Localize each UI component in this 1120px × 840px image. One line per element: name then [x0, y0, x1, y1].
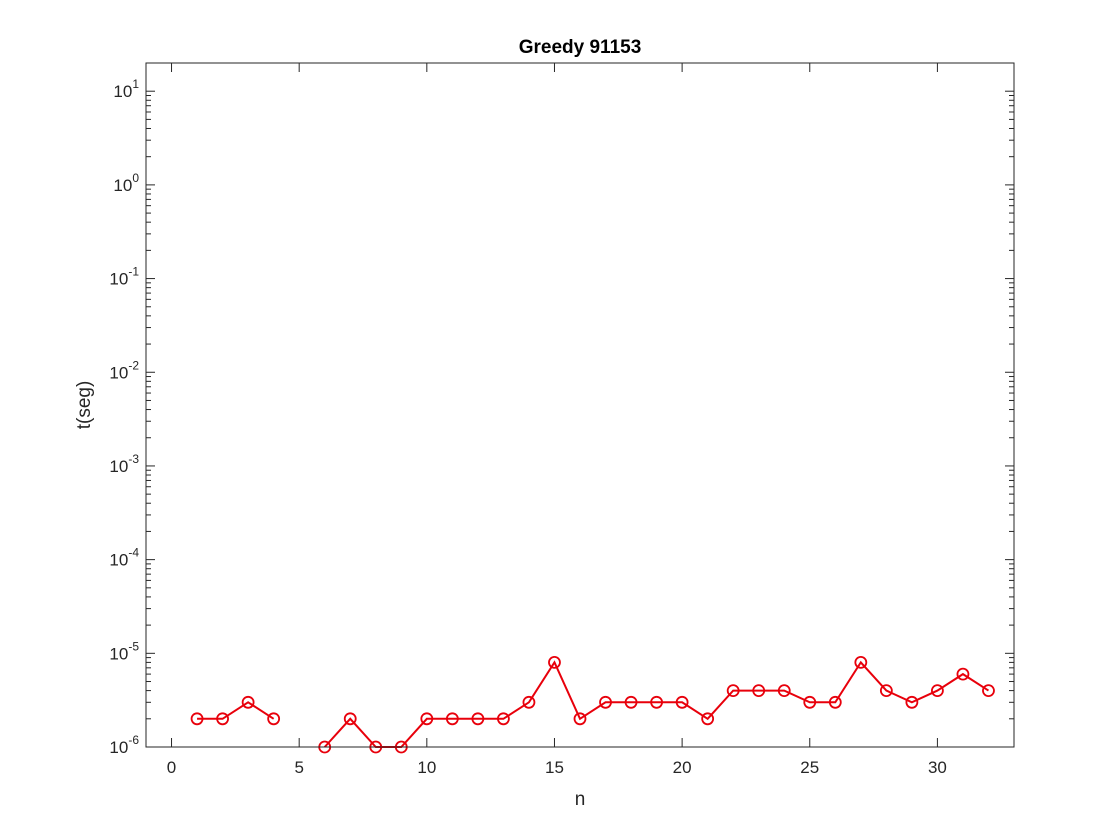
chart-title: Greedy 91153 — [519, 37, 642, 58]
y-tick-exponent: -1 — [128, 265, 139, 279]
axes-box — [145, 62, 1015, 748]
ticks-layer: 0 5 10 15 20 25 3010-610-510-410-310-210-11001… — [109, 63, 1014, 777]
data-point — [777, 684, 791, 697]
data-point — [650, 695, 663, 709]
data-point — [931, 684, 944, 697]
data-point — [982, 684, 995, 697]
data-point — [267, 712, 281, 726]
data-point — [803, 695, 817, 709]
data-point — [726, 684, 740, 697]
y-tick-label: 10-6 — [109, 733, 139, 757]
series-line — [197, 701, 275, 720]
y-tick-base: 10 — [113, 82, 132, 101]
data-point — [497, 712, 510, 726]
y-tick-label: 10-3 — [109, 452, 139, 476]
x-tick-label: 5 — [294, 758, 303, 777]
y-tick-base: 10 — [109, 457, 128, 476]
y-tick-base: 10 — [109, 738, 128, 757]
data-point — [573, 712, 587, 726]
data-point — [548, 655, 561, 669]
data-point — [445, 712, 459, 726]
y-tick-label: 10-1 — [109, 265, 139, 289]
y-axis-label: t(seg) — [74, 381, 95, 430]
y-tick-exponent: -6 — [128, 733, 139, 747]
plot-area — [146, 63, 1014, 747]
data-point — [854, 655, 868, 669]
x-tick-label: 0 — [167, 758, 176, 777]
y-tick-base: 10 — [109, 551, 128, 570]
data-point — [752, 684, 766, 697]
data-point — [471, 712, 485, 726]
data-point — [701, 712, 715, 726]
y-tick-exponent: 0 — [132, 171, 139, 185]
y-tick-exponent: -2 — [128, 358, 139, 372]
x-axis-label: n — [575, 789, 586, 810]
y-tick-label: 100 — [113, 171, 139, 195]
data-point — [956, 667, 970, 681]
data-point — [905, 695, 919, 709]
y-tick-label: 10-5 — [109, 639, 139, 663]
y-tick-exponent: -3 — [128, 452, 139, 466]
x-tick-label: 15 — [545, 758, 564, 777]
x-tick-label: 30 — [928, 758, 947, 777]
data-point — [879, 684, 893, 697]
y-tick-label: 10-4 — [109, 546, 139, 570]
data-point — [216, 712, 229, 726]
y-tick-label: 10-2 — [109, 358, 139, 382]
data-point — [241, 695, 255, 709]
data-point — [190, 712, 204, 726]
y-tick-base: 10 — [109, 644, 128, 663]
data-point — [828, 695, 842, 709]
data-point — [599, 695, 612, 709]
y-tick-base: 10 — [113, 176, 132, 195]
y-tick-label: 101 — [113, 77, 139, 101]
data-point — [522, 695, 536, 709]
y-tick-base: 10 — [109, 270, 128, 289]
data-point — [675, 695, 689, 709]
y-tick-exponent: -4 — [128, 546, 139, 560]
data-point — [624, 695, 638, 709]
y-tick-base: 10 — [109, 363, 128, 382]
y-tick-exponent: -5 — [128, 639, 139, 653]
y-tick-exponent: 1 — [132, 77, 139, 91]
data-point — [343, 712, 357, 726]
x-tick-label: 25 — [800, 758, 819, 777]
x-tick-label: 20 — [673, 758, 692, 777]
data-point — [420, 712, 434, 726]
x-tick-label: 10 — [417, 758, 436, 777]
series-line — [323, 660, 990, 748]
